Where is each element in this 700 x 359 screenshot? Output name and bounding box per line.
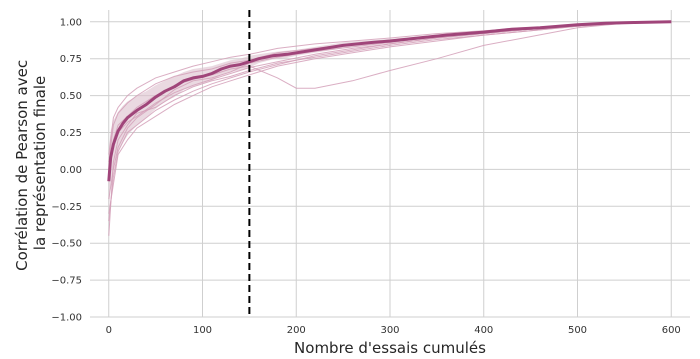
x-tick-label: 300 xyxy=(380,325,399,336)
x-tick-label: 200 xyxy=(287,325,306,336)
y-axis-label-line-1: Corrélation de Pearson avec xyxy=(13,60,31,271)
x-tick-label: 500 xyxy=(568,325,587,336)
y-tick-label: 0.75 xyxy=(60,54,82,65)
x-tick-label: 100 xyxy=(193,325,212,336)
x-tick-label: 400 xyxy=(474,325,493,336)
y-tick-label: 1.00 xyxy=(60,17,82,28)
y-tick-label: −1.00 xyxy=(51,313,82,324)
x-tick-label: 0 xyxy=(106,325,112,336)
y-tick-label: 0.25 xyxy=(60,128,82,139)
individual-series-line xyxy=(108,21,672,170)
mean-series-line xyxy=(107,20,672,182)
y-tick-label: −0.25 xyxy=(51,202,82,213)
x-tick-labels: 0 100 200 300 400 500 600 xyxy=(106,325,681,336)
mean-series-layer xyxy=(107,20,672,182)
y-tick-label: 0.00 xyxy=(60,165,82,176)
individual-series-line xyxy=(108,21,672,214)
y-tick-labels: 1.00 0.75 0.50 0.25 0.00 −0.25 −0.50 −0.75 −1.00 xyxy=(51,17,82,323)
x-tick-label: 600 xyxy=(662,325,681,336)
x-axis-label: Nombre d'essais cumulés xyxy=(294,339,486,357)
y-axis-label: Corrélation de Pearson avec la représent… xyxy=(13,55,49,271)
y-tick-label: −0.50 xyxy=(51,239,82,250)
y-axis-label-line-2: la représentation finale xyxy=(31,76,49,250)
y-tick-label: 0.50 xyxy=(60,91,82,102)
y-tick-label: −0.75 xyxy=(51,276,82,287)
